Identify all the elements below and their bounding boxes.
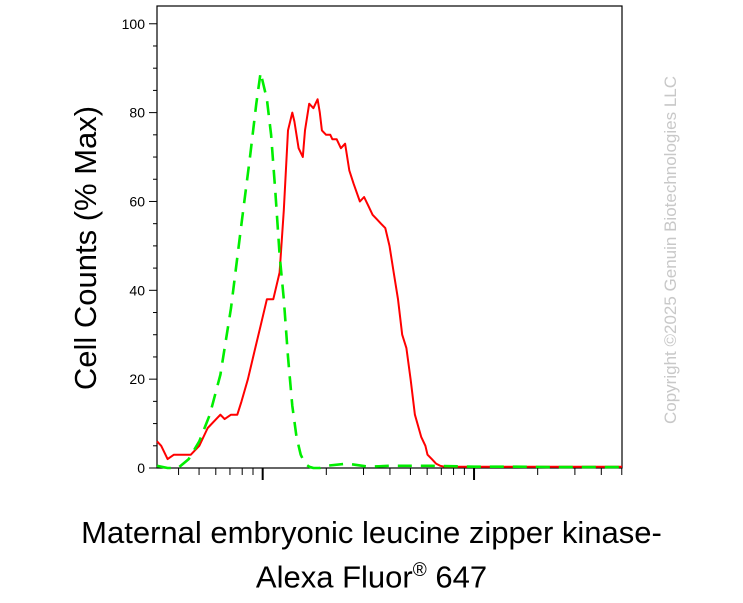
stained-histogram-line bbox=[156, 98, 622, 468]
y-tick-label: 80 bbox=[129, 105, 145, 121]
x-axis-label-line2: Alexa Fluor® 647 bbox=[0, 552, 743, 596]
y-axis-label-group: Cell Counts (% Max) bbox=[68, 106, 103, 390]
x-axis-label-line1: Maternal embryonic leucine zipper kinase… bbox=[81, 515, 662, 550]
registered-mark: ® bbox=[412, 560, 427, 581]
x-axis-label-reagent: Alexa Fluor bbox=[255, 559, 413, 595]
y-tick-label: 0 bbox=[137, 460, 145, 476]
y-tick-label: 20 bbox=[129, 371, 145, 387]
plot-frame bbox=[156, 5, 623, 469]
y-axis-label: Cell Counts (% Max) bbox=[68, 106, 103, 390]
y-tick-label: 100 bbox=[122, 16, 146, 32]
y-tick-label: 60 bbox=[129, 193, 145, 209]
x-axis-label-channel: 647 bbox=[426, 559, 488, 595]
control-histogram-line bbox=[156, 71, 622, 470]
y-tick-label: 40 bbox=[129, 282, 145, 298]
plot-area: 0 20 40 60 80 100 bbox=[122, 5, 623, 480]
copyright-watermark: Copyright ©2025 Genuin Biotechnologies L… bbox=[661, 75, 680, 425]
